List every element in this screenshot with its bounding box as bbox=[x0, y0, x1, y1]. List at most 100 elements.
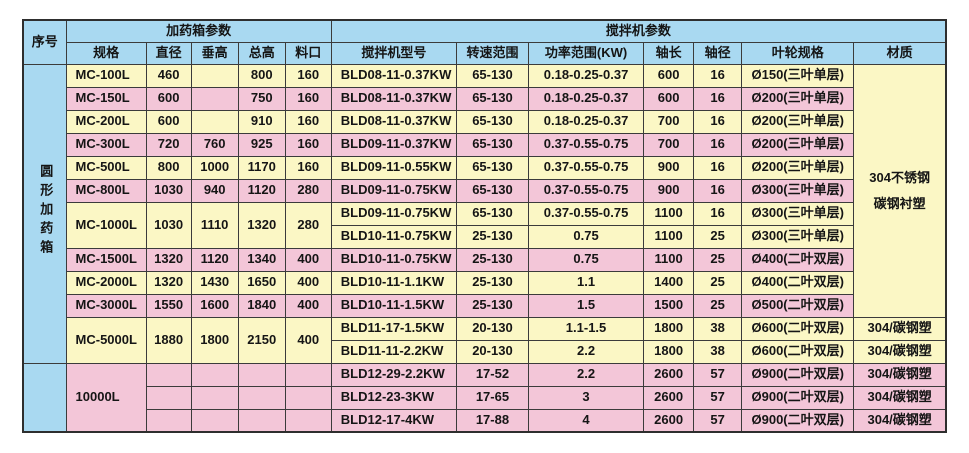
cell-impeller: Ø400(二叶双层) bbox=[741, 270, 855, 295]
cell-power-range: 0.37-0.55-0.75 bbox=[527, 201, 645, 226]
cell-speed-range: 65-130 bbox=[455, 132, 529, 157]
cell-port: 160 bbox=[284, 132, 332, 157]
cell-vertical-height: 1120 bbox=[190, 247, 239, 272]
header-box-group: 加药箱参数 bbox=[65, 19, 332, 43]
cell-speed-range: 17-52 bbox=[455, 362, 529, 387]
header-material: 材质 bbox=[853, 41, 947, 65]
cell-port: 160 bbox=[284, 63, 332, 88]
cell-vertical-height: 1430 bbox=[190, 270, 239, 295]
cell-total-height: 925 bbox=[237, 132, 286, 157]
cell-total-height: 1840 bbox=[237, 293, 286, 318]
header-impeller-spec: 叶轮规格 bbox=[741, 41, 855, 65]
table-header: 序号 加药箱参数 搅拌机参数 规格 直径 垂高 总高 料口 搅拌机型号 转速范围… bbox=[22, 19, 947, 65]
cell-impeller: Ø600(二叶双层) bbox=[741, 316, 855, 341]
header-diameter: 直径 bbox=[145, 41, 192, 65]
cell-model: BLD12-29-2.2KW bbox=[330, 362, 457, 387]
cell-shaft-length: 2600 bbox=[643, 408, 695, 433]
header-power-range: 功率范围(KW) bbox=[527, 41, 645, 65]
cell-spec: MC-5000L bbox=[65, 316, 147, 364]
serial-group-label: 圆形加药箱 bbox=[38, 164, 54, 260]
cell-shaft-length: 900 bbox=[643, 155, 695, 180]
header-mixer-model: 搅拌机型号 bbox=[330, 41, 457, 65]
cell-power-range: 3 bbox=[527, 385, 645, 410]
cell-shaft-length: 1800 bbox=[643, 339, 695, 364]
cell-shaft-length: 900 bbox=[643, 178, 695, 203]
cell-speed-range: 20-130 bbox=[455, 339, 529, 364]
cell-total-height: 800 bbox=[237, 63, 286, 88]
cell-diameter bbox=[145, 408, 192, 433]
cell-power-range: 0.37-0.55-0.75 bbox=[527, 132, 645, 157]
cell-shaft-length: 1100 bbox=[643, 201, 695, 226]
cell-speed-range: 65-130 bbox=[455, 178, 529, 203]
header-mixer-group: 搅拌机参数 bbox=[330, 19, 947, 43]
cell-impeller: Ø200(三叶单层) bbox=[741, 155, 855, 180]
cell-speed-range: 25-130 bbox=[455, 270, 529, 295]
cell-total-height: 2150 bbox=[237, 316, 286, 364]
cell-spec: MC-800L bbox=[65, 178, 147, 203]
cell-vertical-height: 1600 bbox=[190, 293, 239, 318]
cell-vertical-height bbox=[190, 63, 239, 88]
cell-material: 304/碳钢塑 bbox=[853, 362, 947, 387]
cell-vertical-height: 760 bbox=[190, 132, 239, 157]
cell-shaft-diameter: 38 bbox=[693, 316, 743, 341]
cell-total-height bbox=[237, 408, 286, 433]
cell-material: 304/碳钢塑 bbox=[853, 408, 947, 433]
cell-vertical-height: 1000 bbox=[190, 155, 239, 180]
cell-impeller: Ø300(三叶单层) bbox=[741, 201, 855, 226]
cell-power-range: 1.1 bbox=[527, 270, 645, 295]
cell-shaft-length: 1100 bbox=[643, 247, 695, 272]
cell-shaft-diameter: 25 bbox=[693, 293, 743, 318]
cell-spec: MC-2000L bbox=[65, 270, 147, 295]
cell-diameter: 1320 bbox=[145, 270, 192, 295]
serial-group-cell bbox=[22, 362, 67, 433]
cell-diameter: 1320 bbox=[145, 247, 192, 272]
cell-spec: MC-3000L bbox=[65, 293, 147, 318]
cell-port bbox=[284, 385, 332, 410]
cell-speed-range: 17-88 bbox=[455, 408, 529, 433]
cell-vertical-height bbox=[190, 86, 239, 111]
cell-model: BLD09-11-0.55KW bbox=[330, 155, 457, 180]
header-spec: 规格 bbox=[65, 41, 147, 65]
cell-shaft-length: 1800 bbox=[643, 316, 695, 341]
cell-shaft-diameter: 25 bbox=[693, 224, 743, 249]
cell-speed-range: 65-130 bbox=[455, 201, 529, 226]
cell-shaft-length: 1500 bbox=[643, 293, 695, 318]
cell-power-range: 0.37-0.55-0.75 bbox=[527, 178, 645, 203]
cell-vertical-height bbox=[190, 362, 239, 387]
cell-impeller: Ø200(三叶单层) bbox=[741, 109, 855, 134]
cell-impeller: Ø900(二叶双层) bbox=[741, 385, 855, 410]
cell-shaft-diameter: 16 bbox=[693, 155, 743, 180]
cell-total-height: 1320 bbox=[237, 201, 286, 249]
cell-diameter: 800 bbox=[145, 155, 192, 180]
cell-model: BLD10-11-0.75KW bbox=[330, 224, 457, 249]
cell-total-height: 1120 bbox=[237, 178, 286, 203]
cell-diameter: 720 bbox=[145, 132, 192, 157]
cell-model: BLD08-11-0.37KW bbox=[330, 109, 457, 134]
cell-impeller: Ø200(三叶单层) bbox=[741, 86, 855, 111]
cell-vertical-height bbox=[190, 385, 239, 410]
cell-speed-range: 25-130 bbox=[455, 293, 529, 318]
cell-diameter bbox=[145, 385, 192, 410]
cell-shaft-diameter: 57 bbox=[693, 385, 743, 410]
cell-speed-range: 17-65 bbox=[455, 385, 529, 410]
header-total-height: 总高 bbox=[237, 41, 286, 65]
cell-shaft-diameter: 16 bbox=[693, 201, 743, 226]
cell-material: 304/碳钢塑 bbox=[853, 316, 947, 341]
cell-spec: 10000L bbox=[65, 362, 147, 433]
cell-speed-range: 65-130 bbox=[455, 86, 529, 111]
cell-vertical-height: 1110 bbox=[190, 201, 239, 249]
cell-model: BLD08-11-0.37KW bbox=[330, 63, 457, 88]
material-line: 304不锈钢 bbox=[869, 169, 930, 185]
cell-shaft-diameter: 16 bbox=[693, 109, 743, 134]
cell-diameter: 460 bbox=[145, 63, 192, 88]
cell-total-height: 1170 bbox=[237, 155, 286, 180]
header-vertical-height: 垂高 bbox=[190, 41, 239, 65]
cell-diameter: 1880 bbox=[145, 316, 192, 364]
cell-port: 400 bbox=[284, 316, 332, 364]
cell-diameter: 1550 bbox=[145, 293, 192, 318]
cell-model: BLD12-23-3KW bbox=[330, 385, 457, 410]
cell-model: BLD11-11-2.2KW bbox=[330, 339, 457, 364]
cell-model: BLD10-11-0.75KW bbox=[330, 247, 457, 272]
cell-power-range: 0.18-0.25-0.37 bbox=[527, 86, 645, 111]
cell-shaft-diameter: 57 bbox=[693, 408, 743, 433]
